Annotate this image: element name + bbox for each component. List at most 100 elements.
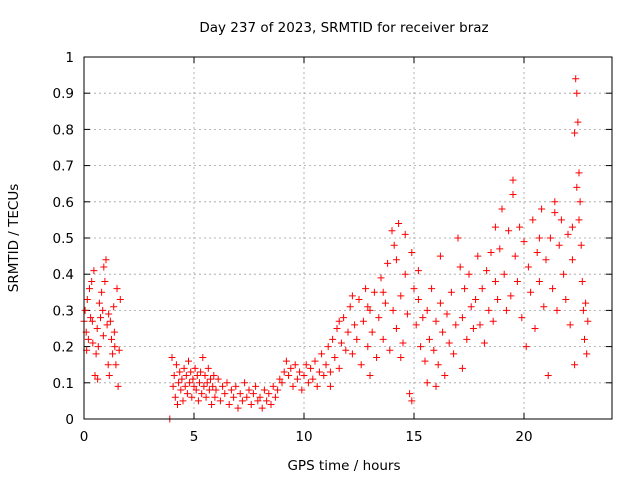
- data-point: [577, 241, 585, 249]
- data-point: [329, 335, 337, 343]
- data-point: [511, 252, 519, 260]
- data-point: [185, 357, 192, 365]
- data-point: [94, 343, 102, 351]
- data-point: [93, 325, 101, 332]
- data-point: [576, 198, 584, 206]
- y-axis-label: SRMTID / TECUs: [6, 184, 22, 292]
- data-point: [238, 397, 246, 405]
- data-point: [581, 335, 588, 343]
- data-point: [441, 372, 449, 380]
- data-point: [112, 361, 120, 369]
- y-tick-label: 0.8: [53, 122, 74, 138]
- data-point: [582, 299, 590, 307]
- data-point: [406, 390, 414, 398]
- data-point: [83, 296, 91, 304]
- data-point: [388, 227, 396, 235]
- data-point: [179, 397, 187, 405]
- data-point: [423, 306, 431, 314]
- data-point: [183, 390, 191, 398]
- data-point: [551, 209, 559, 217]
- x-tick-label: 20: [515, 429, 532, 445]
- data-point: [114, 382, 122, 390]
- data-point: [549, 285, 557, 293]
- data-point: [113, 285, 121, 293]
- data-point: [190, 382, 198, 390]
- data-point: [97, 314, 104, 322]
- data-point: [171, 393, 179, 401]
- data-point: [89, 339, 97, 347]
- data-point: [436, 252, 444, 260]
- data-point: [370, 288, 378, 296]
- data-point: [170, 372, 178, 380]
- data-point: [533, 248, 541, 256]
- data-point: [507, 292, 515, 300]
- data-point: [88, 317, 96, 325]
- data-point: [414, 267, 422, 275]
- data-point: [348, 292, 356, 300]
- data-point: [199, 353, 207, 361]
- data-point: [524, 263, 532, 271]
- data-point: [408, 248, 416, 256]
- y-tick-label: 0.1: [53, 376, 74, 392]
- data-point: [203, 379, 211, 387]
- data-point: [186, 379, 194, 387]
- data-point: [381, 299, 389, 307]
- data-point: [296, 368, 304, 376]
- data-point: [99, 332, 107, 340]
- data-point: [241, 379, 249, 387]
- data-point: [265, 390, 273, 398]
- data-point: [304, 379, 312, 387]
- data-point: [287, 364, 295, 372]
- data-point: [538, 205, 546, 213]
- data-point: [293, 375, 301, 383]
- data-point: [175, 379, 183, 387]
- data-point: [428, 285, 436, 293]
- data-point: [102, 256, 110, 264]
- data-point: [351, 321, 359, 329]
- data-point: [359, 317, 367, 325]
- chart-title: Day 237 of 2023, SRMTID for receiver bra…: [199, 20, 488, 36]
- data-point: [364, 343, 372, 351]
- data-point: [285, 372, 293, 380]
- x-tick-label: 15: [405, 429, 422, 445]
- data-point: [373, 353, 381, 361]
- data-point: [399, 339, 407, 347]
- y-tick-label: 1: [65, 50, 74, 66]
- data-point: [271, 393, 279, 401]
- data-point: [247, 401, 255, 409]
- data-point: [527, 288, 535, 296]
- x-axis-label: GPS time / hours: [287, 458, 400, 474]
- data-point: [432, 382, 440, 390]
- data-point: [191, 364, 199, 372]
- data-point: [225, 401, 233, 409]
- data-point: [430, 346, 438, 354]
- data-point: [313, 382, 321, 390]
- data-point: [447, 288, 455, 296]
- data-point: [386, 346, 394, 354]
- data-point: [417, 343, 425, 351]
- data-point: [263, 397, 271, 405]
- y-tick-label: 0: [65, 412, 74, 428]
- data-point: [397, 292, 405, 300]
- data-point: [564, 230, 572, 238]
- data-point: [392, 256, 400, 264]
- data-point: [212, 386, 220, 394]
- data-point: [111, 343, 119, 351]
- data-point: [95, 299, 103, 307]
- y-tick-label: 0.3: [53, 303, 74, 319]
- data-point: [193, 372, 201, 380]
- data-point: [571, 361, 579, 369]
- data-point: [205, 386, 213, 394]
- data-point: [267, 401, 275, 409]
- data-point: [574, 118, 582, 126]
- data-point: [269, 382, 277, 390]
- data-point: [223, 379, 231, 387]
- data-point: [355, 296, 363, 304]
- data-point: [105, 310, 113, 318]
- data-point: [443, 310, 451, 318]
- data-point: [289, 382, 297, 390]
- data-point: [320, 372, 328, 380]
- data-point: [531, 325, 539, 332]
- data-point: [181, 382, 189, 390]
